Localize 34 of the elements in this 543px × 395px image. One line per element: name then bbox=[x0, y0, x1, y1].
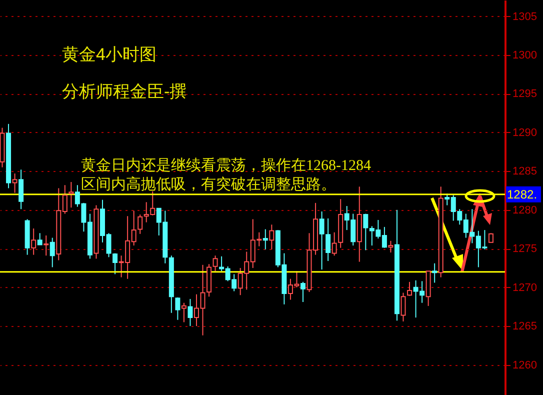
candlestick bbox=[269, 224, 274, 250]
candlestick bbox=[181, 302, 186, 323]
ref-line-label: 1282. bbox=[507, 187, 538, 202]
y-tick-label: 1260 bbox=[512, 359, 537, 372]
candlestick bbox=[188, 298, 193, 327]
candlestick bbox=[432, 262, 438, 284]
annotation: 黄金日内还是继续看震荡，操作在1268-1284 bbox=[81, 157, 372, 174]
candlestick bbox=[31, 228, 36, 256]
candlestick bbox=[262, 228, 268, 250]
candlestick bbox=[68, 182, 74, 208]
y-tick-label: 1270 bbox=[512, 282, 537, 294]
y-tick-label: 1280 bbox=[512, 204, 537, 216]
candlestick bbox=[12, 172, 18, 194]
candlestick bbox=[18, 169, 24, 210]
candlestick bbox=[488, 232, 494, 243]
candlestick bbox=[400, 292, 406, 322]
candlestick bbox=[407, 281, 412, 296]
y-tick-label: 1295 bbox=[512, 88, 537, 100]
text: 分析师程金臣-撰 bbox=[62, 82, 187, 101]
candlestick bbox=[50, 237, 55, 268]
candlestick bbox=[363, 213, 368, 251]
candlestick bbox=[388, 240, 394, 253]
text: 黄金4小时图 bbox=[62, 45, 156, 64]
candlestick bbox=[300, 281, 306, 303]
y-tick-label: 1300 bbox=[512, 49, 537, 62]
annotation: 区间内高抛低吸，有突破在调整思路。 bbox=[81, 176, 336, 193]
y-tick-label: 1265 bbox=[512, 320, 537, 333]
y-tick-label: 1305 bbox=[512, 10, 537, 23]
y-tick-label: 1275 bbox=[512, 243, 537, 256]
y-tick-label: 1285 bbox=[512, 166, 537, 178]
y-tick-label: 1290 bbox=[512, 126, 537, 139]
candlestick bbox=[37, 232, 42, 246]
candlestick bbox=[175, 296, 180, 320]
candlestick bbox=[44, 234, 49, 256]
